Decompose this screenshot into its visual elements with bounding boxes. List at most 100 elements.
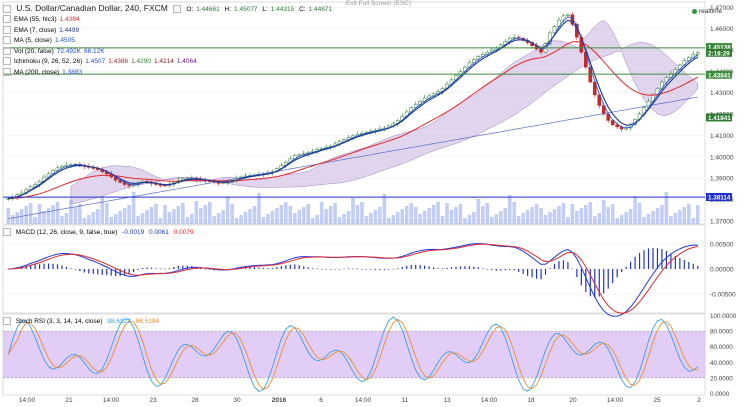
macd-histogram-bar (630, 261, 632, 269)
volume-bar (37, 204, 42, 224)
volume-bar (498, 211, 503, 224)
legend-toggle-icon[interactable] (3, 57, 11, 66)
volume-bar (584, 205, 588, 224)
macd-histogram-bar (603, 269, 605, 294)
macd-visibility-icon[interactable] (3, 228, 11, 237)
macd-histogram-bar (441, 268, 444, 269)
legend-toggle-icon[interactable] (3, 25, 11, 34)
macd-histogram-bar (410, 264, 412, 269)
volume-bar (342, 214, 346, 224)
macd-histogram-bar (612, 269, 614, 284)
legend-name: Ichimoku (9, 26, 52, 26) (14, 58, 83, 65)
volume-bar (427, 208, 431, 224)
volume-bar (158, 218, 163, 224)
macd-histogram-bar (477, 267, 479, 269)
stoch-band (3, 331, 705, 378)
macd-histogram-bar (459, 266, 462, 269)
legend-value: 1.4290 (131, 58, 151, 65)
volume-bar (391, 215, 396, 224)
volume-bar (400, 209, 405, 224)
stoch-tick-label: 20.0000 (710, 375, 733, 382)
volume-bar (288, 206, 293, 224)
price-label-text: 1.38114 (708, 195, 731, 202)
legend-row: MA (5, close) 1.4505 (3, 35, 78, 46)
realtime-indicator[interactable]: realtime (692, 8, 722, 15)
volume-bar (494, 214, 499, 224)
macd-histogram-bar (406, 265, 408, 269)
volume-bar (588, 202, 593, 224)
legend-toggle-icon[interactable] (3, 15, 11, 24)
legend-value: 1.3883 (62, 68, 83, 76)
legend-toggle-icon[interactable] (3, 46, 11, 55)
legend-toggle-icon[interactable] (3, 36, 11, 45)
candle-body (561, 15, 566, 21)
collapse-icon[interactable] (3, 4, 11, 13)
macd-histogram-bar (159, 268, 162, 270)
ohlc-low: 1.44315 (270, 6, 295, 13)
volume-bar (203, 205, 208, 224)
macd-histogram-bar (432, 267, 435, 269)
volume-bar (418, 214, 422, 224)
volume-bar (682, 207, 687, 224)
macd-histogram-bar (97, 269, 99, 275)
legend-name: EMA (55, hlc3) (14, 16, 57, 23)
macd-histogram-bar (692, 263, 694, 269)
volume-bar (113, 214, 118, 224)
volume-bar (525, 210, 530, 224)
volume-bar (185, 217, 190, 224)
exit-fullscreen-button[interactable]: Exit Full Screen (ESC) (346, 0, 412, 7)
macd-histogram-bar (267, 267, 269, 269)
volume-bar (194, 201, 199, 224)
price-tick-label: 1.37000 (710, 218, 734, 225)
macd-histogram-bar (298, 265, 300, 269)
volume-bar (230, 204, 234, 224)
macd-histogram-bar (330, 269, 332, 270)
volume-bar (33, 217, 37, 224)
volume-bar (225, 197, 230, 224)
volume-bar (503, 208, 508, 224)
macd-histogram-bar (70, 268, 72, 269)
macd-histogram-bar (38, 264, 41, 269)
macd-histogram-bar (495, 269, 497, 271)
candle-body (539, 48, 543, 53)
stoch-visibility-icon[interactable] (3, 317, 11, 326)
macd-histogram-bar (374, 269, 376, 270)
macd-histogram-bar (647, 248, 650, 269)
macd-histogram-bar (146, 267, 148, 269)
macd-tick-label: 0.00500 (710, 242, 734, 249)
volume-bar (315, 215, 319, 224)
volume-bar (624, 212, 628, 224)
macd-histogram-bar (455, 266, 457, 269)
macd-histogram-bar (155, 268, 157, 269)
macd-histogram-bar (200, 268, 202, 269)
legend-value: 1.4507 (85, 58, 106, 65)
legend-toggle-icon[interactable] (3, 67, 11, 76)
legend-value: 1.4384 (59, 16, 80, 23)
settings-icon[interactable] (173, 4, 182, 13)
ema7-line (8, 19, 699, 199)
volume-bar (413, 207, 418, 224)
volume-bar (28, 203, 33, 224)
volume-bar (512, 202, 516, 224)
volume-bar (695, 205, 700, 224)
time-tick-label: 14:00 (481, 397, 498, 404)
macd-histogram-bar (527, 269, 529, 276)
candle-body (695, 52, 700, 55)
legend-name: MA (5, close) (14, 37, 52, 44)
macd-histogram-bar (540, 269, 542, 280)
macd-histogram-bar (137, 269, 139, 270)
macd-histogram-bar (119, 269, 121, 276)
macd-histogram-bar (343, 268, 345, 270)
volume-bar (301, 207, 306, 224)
legend-name: EMA (7, close) (14, 26, 57, 34)
volume-bar (6, 208, 11, 224)
macd-histogram-bar (571, 268, 573, 270)
macd-histogram-bar (47, 263, 50, 269)
time-tick-label: 25 (653, 397, 661, 404)
ohlc-close-key: C: (299, 6, 306, 13)
volume-bar (64, 213, 69, 224)
macd-histogram-bar (535, 269, 538, 279)
volume-bar (15, 212, 19, 224)
macd-histogram-bar (347, 268, 350, 269)
volume-bar (467, 215, 472, 224)
